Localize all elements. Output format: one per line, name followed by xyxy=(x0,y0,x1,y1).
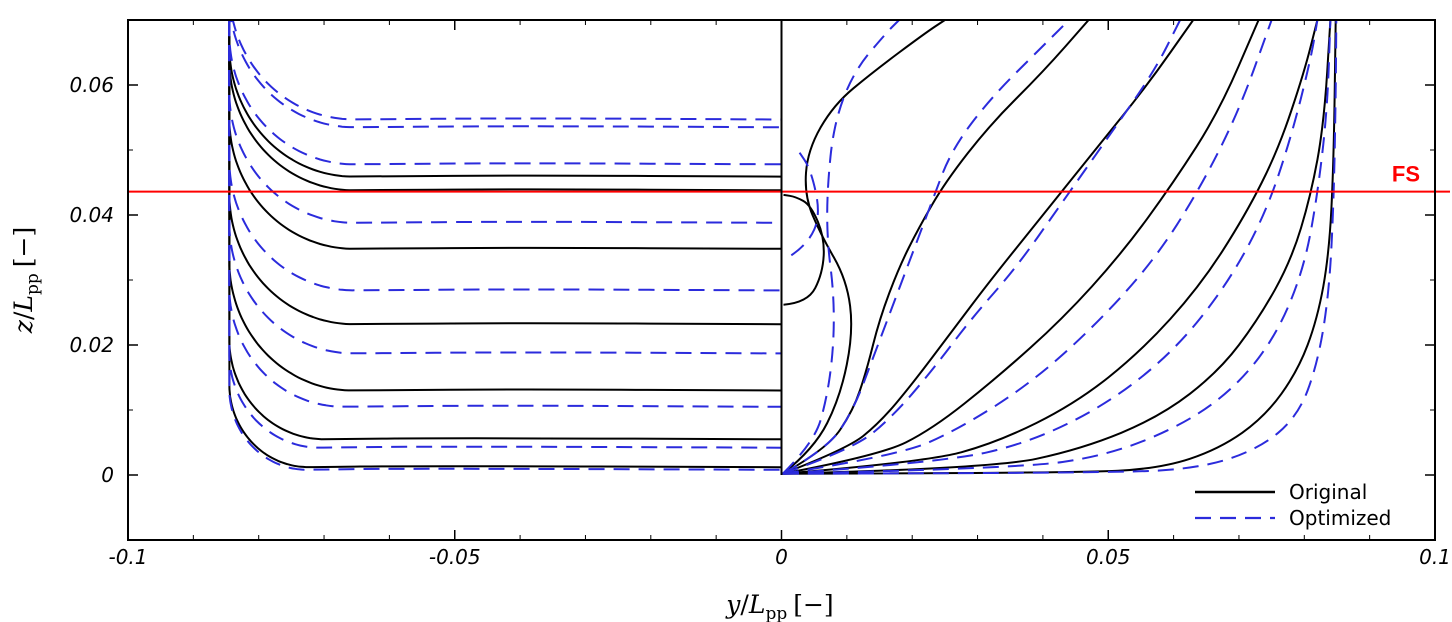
section-curve-optimized xyxy=(228,20,782,471)
section-curve-original xyxy=(228,20,782,469)
section-curve-original xyxy=(782,20,1195,475)
legend-label-optimized: Optimized xyxy=(1289,506,1391,530)
section-curve-optimized xyxy=(228,20,782,292)
legend-label-original: Original xyxy=(1289,480,1367,504)
section-curve-optimized xyxy=(782,20,900,475)
section-curve-optimized xyxy=(782,20,1181,475)
section-curve-original xyxy=(782,20,1319,475)
section-curve-optimized xyxy=(228,20,782,166)
y-tick-label: 0.06 xyxy=(69,73,114,97)
section-curve-original xyxy=(228,20,782,192)
free-surface-label: FS xyxy=(1392,162,1420,187)
section-curve-original xyxy=(782,20,1260,475)
section-curve-original xyxy=(782,20,1332,475)
section-curve-original xyxy=(228,20,782,250)
section-curve-optimized xyxy=(229,20,782,129)
body-plan-curves xyxy=(228,20,1338,475)
section-curve-optimized xyxy=(228,20,782,355)
y-axis-label: z/Lpp [−] xyxy=(9,227,43,334)
x-axis-label-L: L xyxy=(748,590,766,619)
section-curve-optimized xyxy=(782,20,1332,475)
section-curve-optimized xyxy=(782,20,1273,475)
x-axis-label: y/Lpp [−] xyxy=(725,590,833,622)
y-axis-label-L: L xyxy=(9,295,38,313)
section-curve-optimized xyxy=(229,20,782,121)
section-curve-optimized xyxy=(790,149,819,257)
y-axis-label-slash: / xyxy=(9,311,38,320)
section-curve-optimized xyxy=(228,20,782,224)
y-axis-ticks: 0 0.02 0.04 0.06 xyxy=(69,19,1435,541)
x-tick-label: 0 xyxy=(775,545,788,569)
x-tick-label: -0.1 xyxy=(108,545,147,569)
section-curve-original xyxy=(782,20,1337,475)
section-curve-optimized xyxy=(228,20,782,408)
section-curve-optimized xyxy=(782,20,1319,475)
section-curve-original xyxy=(228,20,782,392)
section-curve-original xyxy=(228,20,782,326)
x-axis-label-unit: [−] xyxy=(793,590,833,619)
y-tick-label: 0 xyxy=(101,463,114,487)
x-axis-label-sub: pp xyxy=(765,604,787,622)
x-tick-label: 0.05 xyxy=(1086,545,1131,569)
y-tick-label: 0.02 xyxy=(69,333,114,357)
section-curve-original xyxy=(782,20,1090,475)
y-axis-label-sub: pp xyxy=(23,273,43,295)
x-tick-label: -0.05 xyxy=(429,545,481,569)
section-curve-optimized xyxy=(782,20,1338,475)
x-axis-label-var: y xyxy=(725,590,741,619)
x-axis-label-slash: / xyxy=(740,590,749,619)
x-axis-ticks: -0.1 -0.05 0 0.05 0.1 xyxy=(108,20,1451,569)
y-axis-label-var: z xyxy=(9,319,38,334)
section-curve-original xyxy=(228,20,782,441)
section-curve-original xyxy=(228,20,782,178)
x-tick-label: 0.1 xyxy=(1419,545,1451,569)
y-tick-label: 0.04 xyxy=(69,203,114,227)
y-axis-label-unit: [−] xyxy=(9,227,38,267)
section-curve-original xyxy=(782,20,946,475)
legend: Original Optimized xyxy=(1195,480,1391,530)
section-curve-optimized xyxy=(228,20,782,449)
